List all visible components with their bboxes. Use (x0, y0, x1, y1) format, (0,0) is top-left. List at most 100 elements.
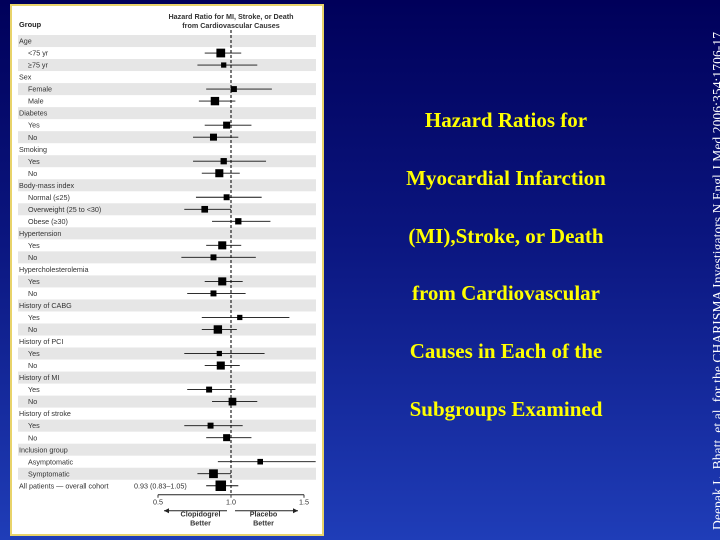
row-stripe (18, 251, 316, 264)
hazard-ratio-marker (210, 290, 217, 297)
subgroup-label: Normal (≤25) (28, 193, 70, 202)
hazard-ratio-marker (209, 469, 218, 479)
x-axis: 0.5 1.0 1.5 (153, 494, 309, 507)
hazard-ratio-marker (223, 434, 231, 442)
subgroup-label: Male (28, 97, 44, 106)
hazard-ratio-marker (201, 205, 209, 213)
category-label: Hypercholesterolemia (19, 265, 89, 274)
right-arrow-head (293, 508, 298, 514)
subgroup-label: Asymptomatic (28, 457, 74, 466)
hazard-ratio-marker (210, 254, 217, 261)
hazard-ratio-marker (210, 96, 220, 106)
hazard-ratio-marker (223, 121, 231, 129)
category-label: Diabetes (19, 109, 48, 118)
subgroup-label: ≥75 yr (28, 61, 49, 70)
title-line: (MI),Stroke, or Death (408, 223, 604, 248)
forest-rows: Age <75 yr ≥75 yr Sex Female Male Diabetes Yes N… (19, 37, 316, 491)
subgroup-label: Obese (≥30) (28, 217, 68, 226)
hazard-ratio-marker (221, 62, 227, 68)
forest-plot-panel: Group Hazard Ratio for MI, Stroke, or De… (10, 4, 324, 536)
hazard-ratio-marker (235, 218, 242, 225)
hazard-ratio-marker (215, 169, 224, 178)
subgroup-label: <75 yr (28, 49, 49, 58)
hazard-ratio-marker (228, 397, 237, 406)
category-label: History of CABG (19, 301, 72, 310)
row-stripe (18, 227, 316, 240)
title-line: Subgroups Examined (409, 396, 603, 421)
x-tick-label: 1.0 (226, 498, 236, 507)
category-label: Hypertension (19, 229, 61, 238)
row-stripe (18, 419, 316, 432)
clopidogrel-better-label: Clopidogrel (181, 510, 221, 519)
hazard-ratio-marker (257, 458, 263, 465)
row-stripe (18, 59, 316, 72)
hazard-ratio-marker (206, 386, 213, 393)
hazard-ratio-marker (216, 361, 225, 370)
category-label: Age (19, 37, 32, 46)
hazard-ratio-marker (230, 86, 237, 93)
forest-plot: Group Hazard Ratio for MI, Stroke, or De… (18, 12, 316, 528)
hazard-ratio-marker (213, 325, 223, 334)
subgroup-label: No (28, 361, 37, 370)
row-stripe (18, 323, 316, 336)
category-label: History of PCI (19, 337, 63, 346)
category-label: History of MI (19, 373, 59, 382)
row-stripe (18, 371, 316, 384)
row-stripe (18, 347, 316, 360)
category-label: Body-mass index (19, 181, 75, 190)
row-stripe (18, 83, 316, 96)
hazard-ratio-marker (215, 480, 227, 491)
clopidogrel-better-label: Better (190, 519, 211, 528)
header-line: from Cardiovascular Causes (182, 21, 279, 30)
overall-value-label: 0.93 (0.83–1.05) (134, 481, 187, 490)
title-line: Myocardial Infarction (406, 165, 606, 190)
subgroup-label: No (28, 289, 37, 298)
subgroup-label: Yes (28, 313, 40, 322)
subgroup-label: No (28, 253, 37, 262)
row-stripe (18, 395, 316, 408)
row-stripe (18, 467, 316, 480)
overall-label: All patients — overall cohort (19, 481, 109, 490)
hazard-ratio-marker (216, 48, 226, 58)
subgroup-label: No (28, 169, 37, 178)
row-stripes (18, 35, 316, 480)
row-stripe (18, 203, 316, 216)
category-label: Inclusion group (19, 445, 68, 454)
subgroup-label: Yes (28, 385, 40, 394)
row-stripe (18, 443, 316, 456)
column-header-group: Group (19, 20, 42, 29)
subgroup-label: Female (28, 85, 52, 94)
x-tick-label: 1.5 (299, 498, 309, 507)
placebo-better-label: Placebo (250, 510, 278, 519)
hazard-ratio-marker (218, 241, 227, 250)
hazard-ratio-marker (218, 277, 227, 286)
hazard-ratio-marker (220, 158, 227, 165)
subgroup-label: Overweight (25 to <30) (28, 205, 101, 214)
category-label: Smoking (19, 145, 47, 154)
subgroup-label: No (28, 397, 37, 406)
title-line: Causes in Each of the (409, 339, 603, 364)
row-stripe (18, 107, 316, 120)
row-stripe (18, 179, 316, 192)
row-stripe (18, 275, 316, 288)
placebo-better-label: Better (253, 519, 274, 528)
slide-title: Hazard Ratios for Myocardial Infarction (M… (368, 92, 644, 439)
plot-header: Hazard Ratio for MI, Stroke, or Deathfro… (168, 12, 293, 30)
hazard-ratio-marker (216, 350, 222, 357)
title-line: Hazard Ratios for (424, 108, 588, 132)
subgroup-label: Yes (28, 157, 40, 166)
subgroup-label: Yes (28, 277, 40, 286)
citation: Deepak L. Bhatt, et al, for the CHARISMA… (710, 31, 720, 530)
row-stripe (18, 35, 316, 48)
hazard-ratio-marker (207, 422, 214, 429)
subgroup-label: Yes (28, 421, 40, 430)
header-line: Hazard Ratio for MI, Stroke, or Death (168, 12, 293, 21)
title-line: from Cardiovascular (411, 281, 600, 306)
subgroup-label: No (28, 325, 37, 334)
category-label: Sex (19, 73, 32, 82)
subgroup-label: No (28, 133, 37, 142)
subgroup-label: Yes (28, 241, 40, 250)
subgroup-label: Yes (28, 349, 40, 358)
left-arrow-head (164, 508, 169, 514)
